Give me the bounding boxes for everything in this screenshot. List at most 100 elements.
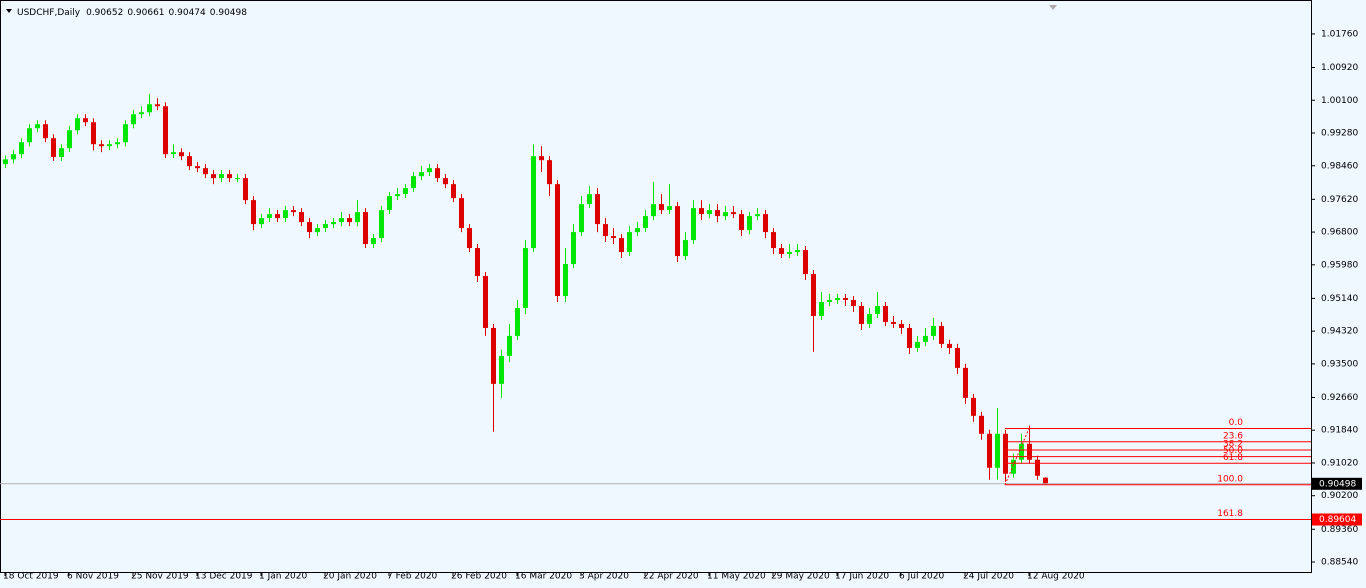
candle-body [531, 156, 536, 249]
menu-arrow[interactable] [6, 9, 12, 13]
candle-body [171, 152, 176, 155]
candle-body [491, 327, 496, 384]
candle-body [795, 250, 800, 253]
candle-body [43, 124, 48, 139]
fibo-level-label: 100.0 [1217, 474, 1243, 484]
candle-body [747, 216, 752, 231]
x-tick-label: 7 Feb 2020 [387, 572, 438, 582]
candle-body [19, 142, 24, 155]
candle-body [331, 222, 336, 225]
candle-body [515, 307, 520, 336]
candle-body [323, 224, 328, 229]
candle-body [987, 433, 992, 468]
candle-body [923, 335, 928, 342]
y-tick-label: 1.00920 [1321, 63, 1358, 73]
candle-body [395, 194, 400, 197]
x-tick-label: 1 Jan 2020 [259, 572, 307, 582]
candle-body [83, 118, 88, 123]
candle-body [875, 305, 880, 314]
candle-body [699, 208, 704, 215]
candle-body [91, 122, 96, 145]
candle-body [547, 160, 552, 185]
x-tick-label: 22 Apr 2020 [643, 572, 699, 582]
candle-body [843, 297, 848, 300]
x-tick-label: 13 Dec 2019 [195, 572, 253, 582]
x-tick-label: 6 Nov 2019 [67, 572, 119, 582]
bid-tag-label: 0.90498 [1319, 479, 1356, 489]
candle-body [971, 397, 976, 416]
candle-body [259, 218, 264, 225]
candle-body [819, 301, 824, 316]
symbol-title: USDCHF,Daily [17, 8, 81, 18]
candle-body [995, 433, 1000, 468]
y-tick-label: 0.95140 [1321, 294, 1358, 304]
y-tick-label: 0.91840 [1321, 426, 1358, 436]
x-tick-label: 17 Jun 2020 [835, 572, 889, 582]
candle-body [339, 218, 344, 223]
candle-body [275, 214, 280, 219]
candle-body [203, 168, 208, 175]
fibo-level-label: 61.8 [1223, 453, 1243, 463]
y-tick-label: 0.98460 [1321, 161, 1358, 171]
candle-body [691, 208, 696, 241]
candle-body [427, 168, 432, 173]
shift-marker [1049, 5, 1057, 10]
fibo-price-tag-label: 0.89604 [1319, 515, 1356, 525]
candle-body [355, 212, 360, 223]
candle-body [947, 343, 952, 348]
candle-body [763, 214, 768, 233]
candle-body [755, 214, 760, 217]
candle-body [243, 178, 248, 201]
candle-body [827, 299, 832, 302]
candle-body [35, 124, 40, 129]
candle-body [931, 325, 936, 336]
ohlc-high: 0.90661 [127, 8, 164, 18]
candle-body [123, 124, 128, 143]
candle-body [419, 172, 424, 177]
candle-body [867, 313, 872, 324]
candle-body [219, 174, 224, 179]
candle-body [731, 212, 736, 215]
candle-body [475, 248, 480, 277]
candle-body [51, 138, 56, 157]
candle-body [883, 305, 888, 322]
candle-body [211, 174, 216, 179]
candle-body [811, 274, 816, 316]
candle-body [707, 210, 712, 215]
candle-body [787, 252, 792, 255]
candle-body [723, 212, 728, 217]
fibo-level-label: 0.0 [1229, 418, 1244, 428]
candle-body [619, 238, 624, 253]
candle-body [683, 240, 688, 257]
candle-body [1011, 459, 1016, 474]
candle-body [1003, 433, 1008, 474]
y-tick-label: 0.92660 [1321, 393, 1358, 403]
x-tick-label: 18 Oct 2019 [3, 572, 59, 582]
candle-body [195, 166, 200, 169]
candle-body [483, 276, 488, 328]
candle-body [451, 184, 456, 199]
candle-body [379, 210, 384, 239]
candle-body [371, 238, 376, 245]
y-tick-label: 0.88540 [1321, 558, 1358, 568]
candle-body [715, 210, 720, 217]
candle-body [227, 174, 232, 179]
candle-body [851, 299, 856, 306]
candle-body [267, 214, 272, 219]
y-tick-label: 0.94320 [1321, 327, 1358, 337]
candle-body [67, 130, 72, 149]
candle-body [587, 194, 592, 205]
y-tick-label: 1.00100 [1321, 96, 1358, 106]
ohlc-low: 0.90474 [169, 8, 206, 18]
x-tick-label: 3 Apr 2020 [579, 572, 629, 582]
candle-body [467, 228, 472, 249]
x-tick-label: 26 Feb 2020 [451, 572, 507, 582]
candle-body [739, 214, 744, 231]
x-tick-label: 6 Jul 2020 [899, 572, 944, 582]
candle-body [675, 206, 680, 257]
candle-body [115, 142, 120, 145]
candle-body [979, 415, 984, 434]
candle-body [163, 106, 168, 155]
candle-body [803, 250, 808, 275]
